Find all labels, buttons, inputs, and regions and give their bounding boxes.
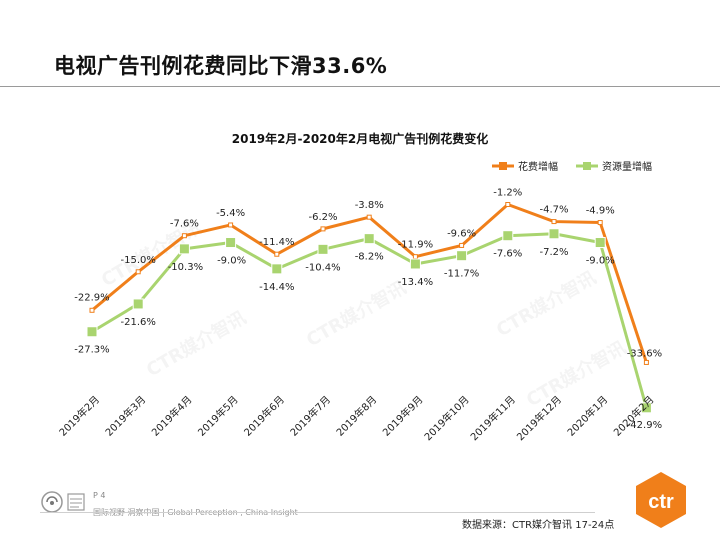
data-point bbox=[86, 326, 98, 338]
legend-marker bbox=[499, 162, 507, 170]
data-label: -11.7% bbox=[444, 269, 479, 280]
data-point bbox=[594, 237, 606, 249]
x-tick-label: 2019年11月 bbox=[468, 393, 518, 443]
x-tick-label: 2019年4月 bbox=[149, 393, 195, 439]
data-point bbox=[135, 269, 141, 275]
x-tick-label: 2019年6月 bbox=[241, 393, 287, 439]
chart-title: 2019年2月-2020年2月电视广告刊例花费变化 bbox=[232, 131, 488, 146]
data-point bbox=[551, 219, 557, 225]
footer-divider bbox=[40, 512, 595, 513]
legend-label: 资源量增幅 bbox=[602, 160, 652, 173]
x-tick-label: 2019年9月 bbox=[380, 393, 426, 439]
data-label: -15.0% bbox=[121, 255, 156, 266]
legend-marker bbox=[583, 162, 591, 170]
data-point bbox=[505, 202, 511, 207]
data-label: -33.6% bbox=[627, 348, 662, 359]
data-point bbox=[366, 214, 372, 220]
x-tick-label: 2019年8月 bbox=[333, 393, 379, 439]
x-tick-label: 2019年12月 bbox=[514, 393, 564, 443]
data-source: 数据来源：CTR媒介智讯 17-24点 bbox=[462, 520, 615, 531]
data-label: -21.6% bbox=[121, 317, 156, 328]
x-tick-label: 2019年2月 bbox=[56, 393, 102, 439]
data-label: -4.9% bbox=[586, 206, 615, 217]
x-tick-label: 2019年5月 bbox=[195, 393, 241, 439]
x-tick-label: 2019年10月 bbox=[421, 393, 471, 443]
x-tick-label: 2020年2月 bbox=[611, 393, 657, 439]
data-point bbox=[363, 233, 375, 245]
data-point bbox=[228, 222, 234, 228]
data-point bbox=[271, 263, 283, 275]
data-label: -27.3% bbox=[74, 345, 109, 356]
data-point bbox=[456, 250, 468, 262]
data-label: -6.2% bbox=[308, 212, 337, 223]
data-label: -4.7% bbox=[539, 205, 568, 216]
ctr-logo: ctr bbox=[636, 472, 686, 528]
data-label: -11.9% bbox=[398, 240, 433, 251]
data-label: -10.4% bbox=[305, 262, 340, 273]
data-label: -7.6% bbox=[493, 249, 522, 260]
data-point bbox=[643, 359, 649, 365]
data-point bbox=[409, 258, 421, 270]
data-point bbox=[274, 251, 280, 257]
certification-seal-icon bbox=[41, 491, 85, 513]
data-point bbox=[597, 220, 603, 226]
data-label: -9.6% bbox=[447, 228, 476, 239]
data-point bbox=[640, 402, 652, 414]
data-point bbox=[181, 233, 187, 239]
logo-text: ctr bbox=[648, 491, 674, 513]
data-label: -8.2% bbox=[355, 252, 384, 263]
data-label: -11.4% bbox=[259, 237, 294, 248]
data-point bbox=[132, 298, 144, 310]
page-title: 电视广告刊例花费同比下滑33.6% bbox=[54, 54, 388, 78]
data-point bbox=[320, 226, 326, 232]
data-point bbox=[89, 307, 95, 313]
data-point bbox=[459, 242, 465, 248]
data-point bbox=[502, 230, 514, 242]
data-label: -14.4% bbox=[259, 282, 294, 293]
data-label: -10.3% bbox=[168, 262, 203, 273]
data-label: -5.4% bbox=[216, 208, 245, 219]
data-point bbox=[225, 237, 237, 249]
x-tick-label: 2020年1月 bbox=[564, 393, 610, 439]
data-label: -22.9% bbox=[74, 292, 109, 303]
data-label: -1.2% bbox=[493, 188, 522, 199]
data-label: -7.2% bbox=[539, 247, 568, 258]
data-label: -7.6% bbox=[170, 219, 199, 230]
data-label: -42.9% bbox=[627, 420, 662, 431]
page-number: P 4 bbox=[93, 491, 106, 500]
data-point bbox=[178, 243, 190, 255]
data-label: -13.4% bbox=[398, 277, 433, 288]
x-tick-label: 2019年7月 bbox=[287, 393, 333, 439]
x-tick-label: 2019年3月 bbox=[102, 393, 148, 439]
title-divider bbox=[0, 86, 720, 87]
data-label: -9.0% bbox=[217, 256, 246, 267]
data-label: -9.0% bbox=[586, 256, 615, 267]
data-point bbox=[412, 254, 418, 260]
legend-label: 花费增幅 bbox=[518, 160, 558, 173]
data-point bbox=[317, 243, 329, 255]
data-label: -3.8% bbox=[355, 200, 384, 211]
data-point bbox=[548, 228, 560, 240]
